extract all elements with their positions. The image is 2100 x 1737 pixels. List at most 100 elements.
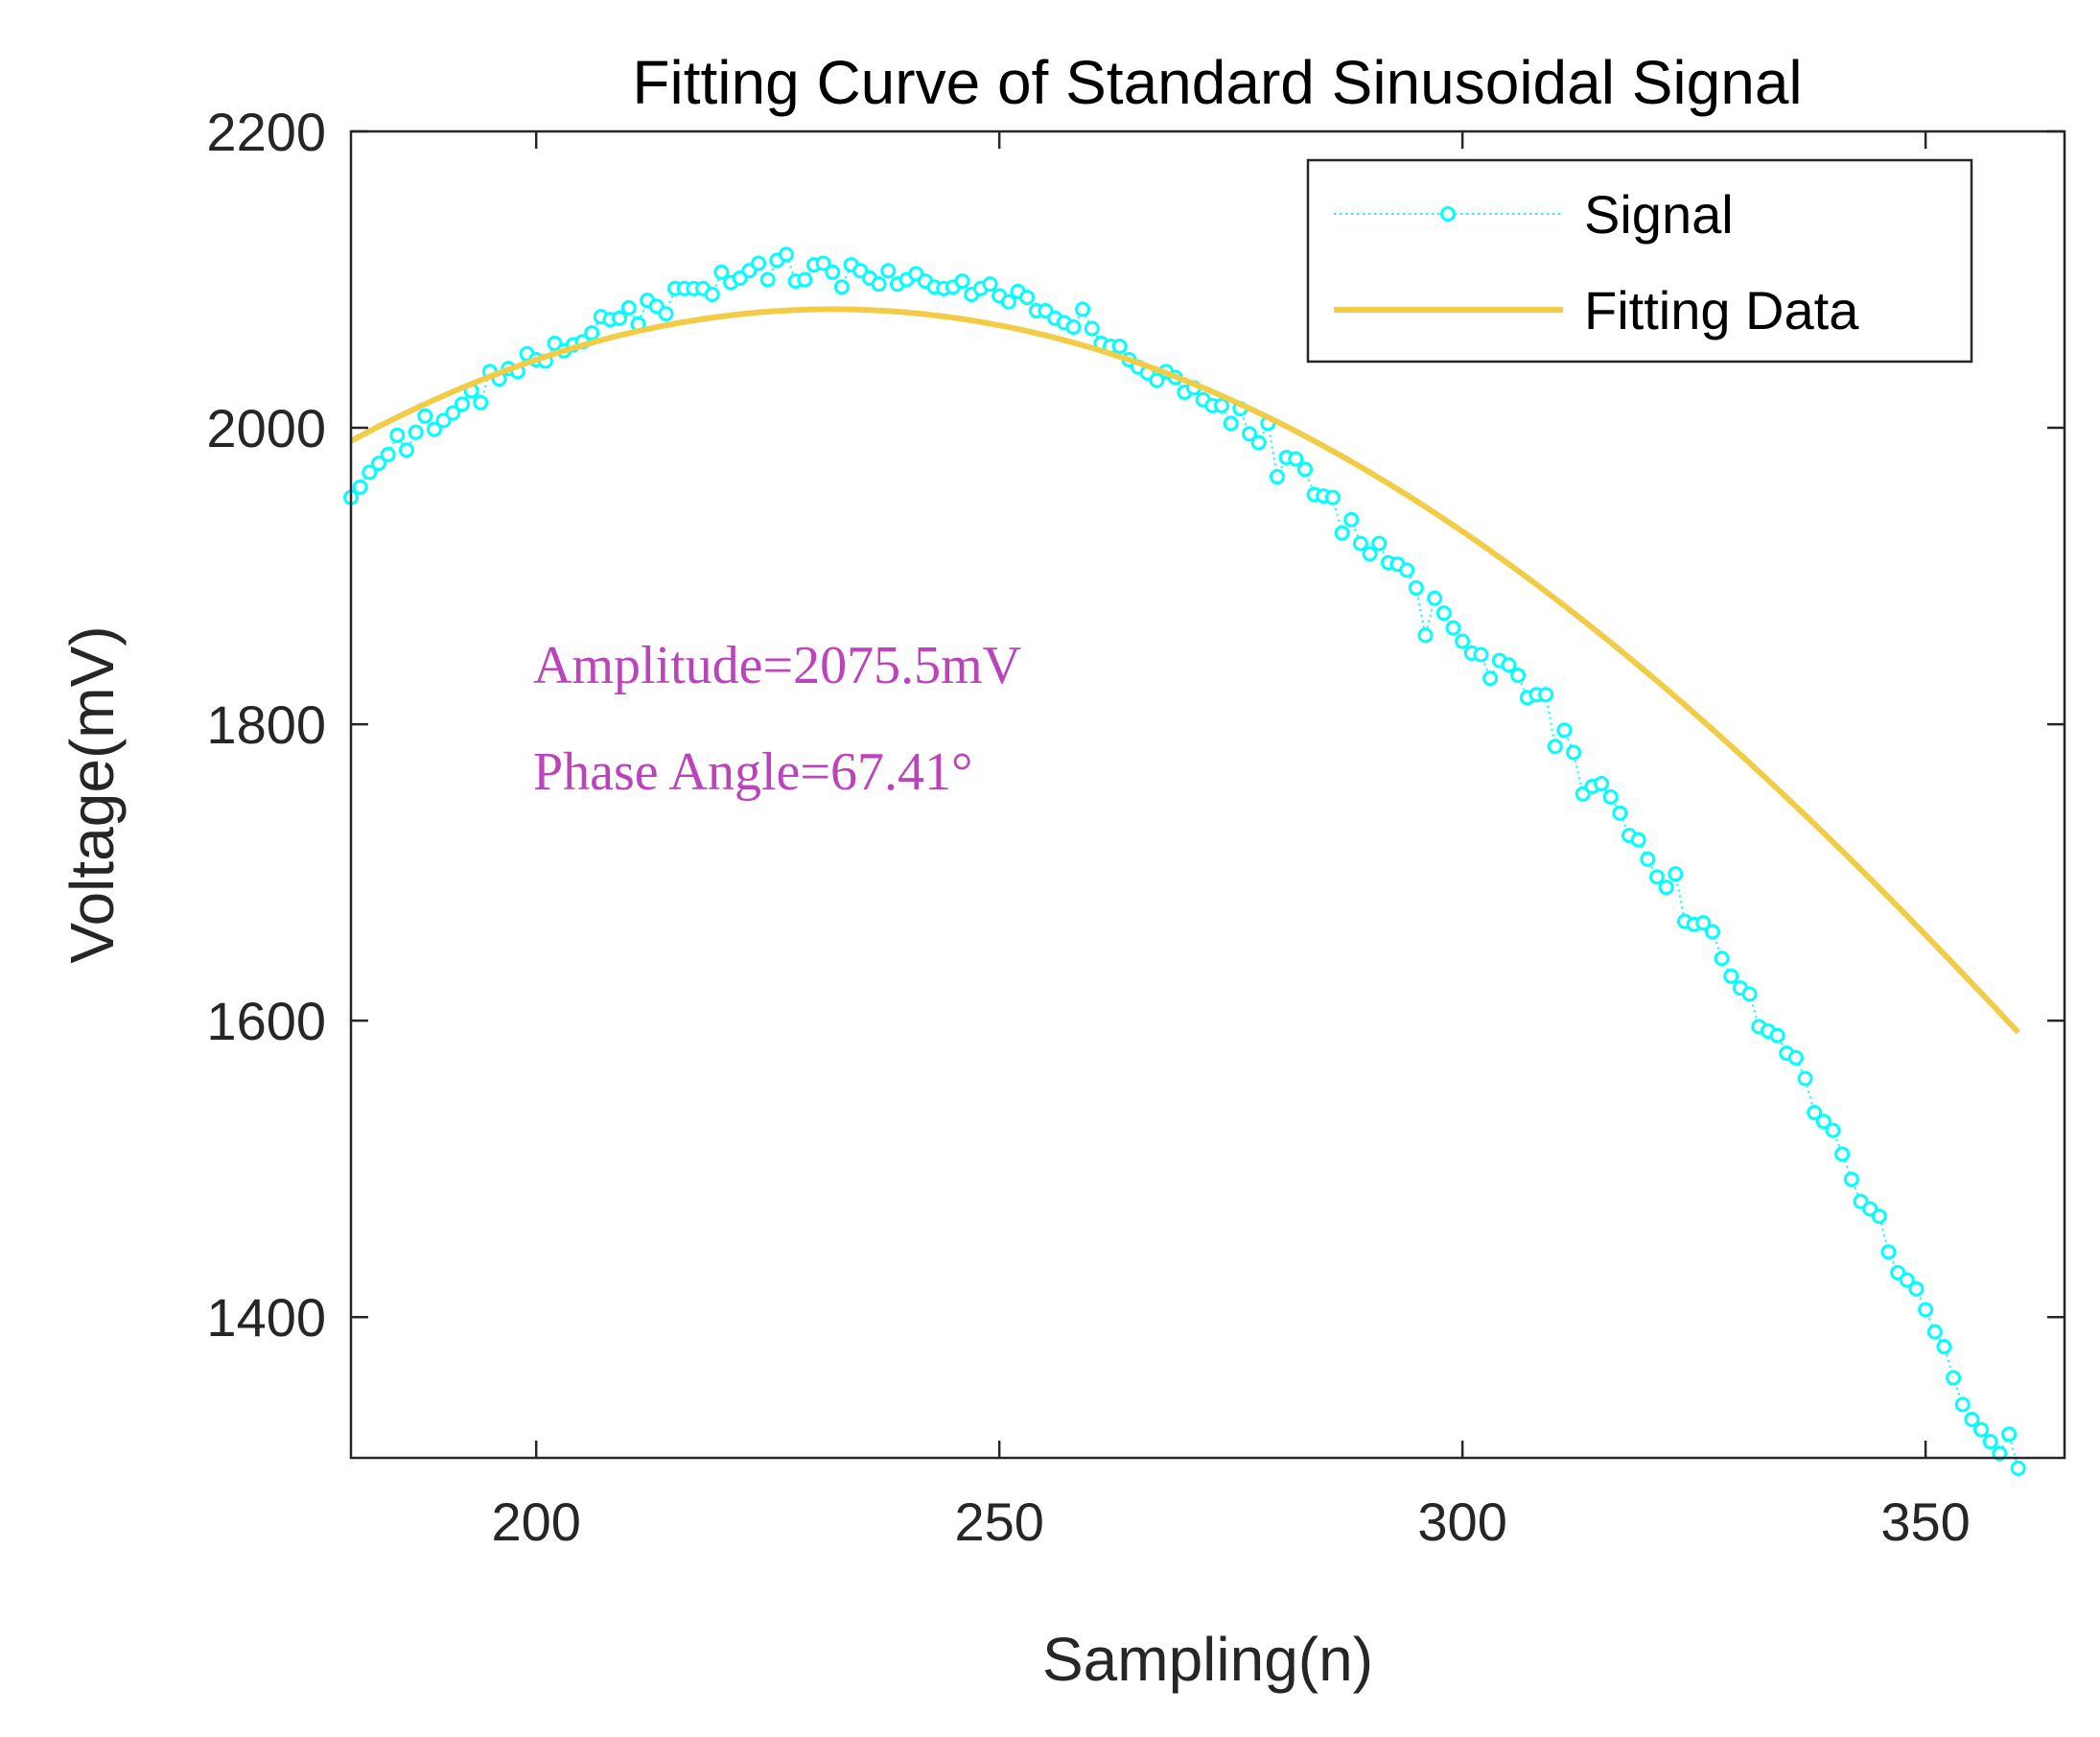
signal-point [658, 306, 674, 322]
signal-point [454, 396, 470, 412]
signal-point [1566, 744, 1582, 761]
signal-point [1918, 1302, 1934, 1318]
signal-point [417, 408, 433, 424]
signal-point [1797, 1070, 1813, 1087]
signal-point [1343, 511, 1360, 528]
signal-point [1408, 579, 1424, 596]
signal-point [1741, 986, 1758, 1002]
signal-point [1547, 739, 1563, 755]
signal-point [408, 424, 424, 440]
x-axis-label: Sampling(n) [1042, 1625, 1373, 1694]
signal-point [1640, 851, 1656, 867]
signal-point [1084, 320, 1100, 337]
signal-point [1538, 687, 1554, 703]
y-tick-label: 2200 [206, 102, 326, 162]
fitting-data-line [349, 306, 2020, 1035]
signal-point [825, 264, 841, 280]
x-axis: 200 250 300 350 [491, 131, 1971, 1552]
legend-box [1306, 158, 1973, 364]
signal-point [1908, 1280, 1925, 1297]
signal-point [1602, 788, 1619, 805]
x-tick-label: 200 [491, 1491, 580, 1552]
signal-point [612, 310, 628, 326]
signal-point [620, 299, 637, 316]
signal-point [713, 264, 730, 280]
signal-point [1964, 1411, 1980, 1427]
signal-point [982, 276, 998, 293]
legend-label-fitting-data: Fitting Data [1584, 280, 1859, 340]
signal-point [1594, 775, 1610, 791]
signal-point [1714, 951, 1730, 967]
signal-point [1223, 415, 1239, 432]
signal-point [1250, 434, 1267, 451]
signal-point [1149, 372, 1165, 388]
x-tick-label: 300 [1417, 1491, 1506, 1552]
signal-point [426, 421, 442, 437]
signal-point [954, 273, 970, 290]
signal-point [445, 405, 461, 421]
signal-point [370, 456, 386, 472]
signal-point [389, 427, 406, 443]
y-tick-label: 1400 [206, 1287, 326, 1348]
legend-label-signal: Signal [1584, 184, 1734, 245]
signal-point [1435, 605, 1452, 622]
signal-point [1455, 633, 1471, 649]
signal-point [473, 394, 489, 411]
annotation-phase-angle: Phase Angle=67.41° [533, 742, 972, 802]
y-axis-label: Voltage(mV) [58, 625, 127, 963]
legend-marker-signal [1440, 206, 1456, 222]
signal-point [1936, 1339, 1952, 1355]
signal-point [2010, 1460, 2026, 1476]
signal-point [751, 255, 767, 271]
signal-point [1954, 1397, 1971, 1413]
signal-point [1982, 1434, 1998, 1450]
signal-point [1843, 1171, 1859, 1187]
signal-point [1111, 339, 1128, 355]
signal-point [1241, 426, 1257, 442]
signal-point [797, 271, 813, 288]
signal-point [1825, 1122, 1841, 1138]
signal-point [1334, 525, 1350, 541]
signal-point [1324, 489, 1341, 505]
signal-point [871, 276, 887, 293]
signal-point [1834, 1146, 1851, 1162]
signal-point [1668, 866, 1684, 882]
plot-frame [349, 129, 2066, 1460]
signal-point [1695, 915, 1712, 931]
signal-point [1880, 1244, 1897, 1260]
signal-point [1296, 461, 1313, 478]
signal-point [2001, 1426, 2018, 1443]
signal-point [1648, 869, 1665, 885]
signal-point [1065, 318, 1082, 335]
signal-point [1417, 627, 1434, 644]
signal-point [1769, 1027, 1785, 1044]
signal-point [1213, 397, 1229, 413]
signal-point [1815, 1114, 1832, 1130]
signal-point [1427, 590, 1443, 606]
signal-point [362, 464, 378, 481]
signal-point [1501, 657, 1517, 673]
signal-point [759, 271, 776, 288]
signal-point [1075, 301, 1091, 317]
signal-point [1973, 1421, 1990, 1438]
signal-point [1630, 832, 1646, 848]
chart-title: Fitting Curve of Standard Sinusoidal Sig… [632, 48, 1802, 117]
signal-point [1658, 880, 1674, 896]
signal-point [1362, 546, 1378, 562]
signal-point [1000, 293, 1016, 310]
signal-point [352, 479, 368, 495]
signal-point [584, 325, 600, 341]
signal-point [1807, 1104, 1823, 1120]
signal-point [1946, 1370, 1962, 1386]
x-tick-label: 350 [1880, 1491, 1970, 1552]
legend: Signal Fitting Data [1306, 158, 1973, 364]
y-axis: 1400 1600 1800 2000 2200 [206, 102, 2065, 1348]
signal-point [833, 279, 850, 295]
x-tick-label: 250 [954, 1491, 1043, 1552]
signal-point [1899, 1272, 1915, 1288]
signal-point [778, 246, 794, 263]
signal-point [1926, 1324, 1943, 1340]
series-layer [343, 246, 2026, 1476]
signal-point [380, 446, 396, 462]
signal-point [1992, 1445, 2008, 1462]
